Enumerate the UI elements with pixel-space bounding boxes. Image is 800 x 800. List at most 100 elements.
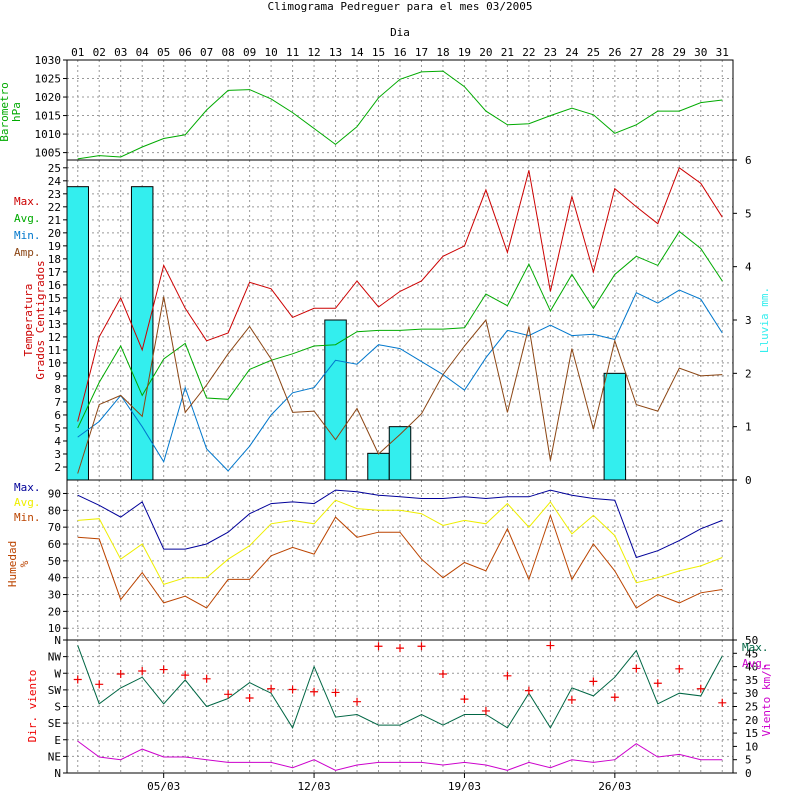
wind-direction-tick-label: NE (48, 750, 61, 763)
y-tick-label: 24 (48, 175, 62, 188)
y-tick-label: 17 (48, 266, 61, 279)
x-tick-label: 25 (587, 46, 600, 59)
pressure-line (77, 70, 723, 160)
max-temp-line (77, 167, 723, 422)
wind-direction-marker (632, 664, 641, 673)
humidity-max-line (77, 489, 723, 559)
y2-tick-label: 4 (745, 261, 752, 274)
wind-direction-marker (438, 669, 447, 678)
wind-direction-marker (653, 679, 662, 688)
y-tick-label: 1005 (35, 147, 62, 160)
y-tick-label: 40 (48, 572, 61, 585)
wind-direction-marker (718, 698, 727, 707)
y2-tick-label: 0 (745, 767, 752, 780)
temp-legend-label: Min. (14, 229, 41, 242)
y-tick-label: 30 (48, 589, 61, 602)
wind-direction-marker (374, 642, 383, 651)
wind-direction-marker (73, 675, 82, 684)
y-tick-label: 20 (48, 605, 61, 618)
y2-tick-label: 40 (745, 661, 758, 674)
rain-bar (367, 452, 390, 481)
x-tick-label: 24 (565, 46, 579, 59)
y-tick-label: 25 (48, 162, 61, 175)
x-tick-label: 20 (479, 46, 492, 59)
y-tick-label: 11 (48, 344, 61, 357)
x-tick-label: 02 (93, 46, 106, 59)
humidity-legend-label: Avg. (14, 496, 41, 509)
y-tick-label: 3 (54, 448, 61, 461)
x-tick-label: 07 (200, 46, 213, 59)
x-tick-label: 03 (114, 46, 127, 59)
wind-direction-tick-label: W (54, 667, 61, 680)
x-tick-label: 08 (222, 46, 235, 59)
x-tick-label: 09 (243, 46, 256, 59)
x-tick-label: 17 (415, 46, 428, 59)
y-tick-label: 6 (54, 409, 61, 422)
y-tick-label: 1025 (35, 73, 62, 86)
y-tick-label: 70 (48, 521, 61, 534)
wind-direction-tick-label: NW (48, 651, 62, 664)
y-tick-label: 12 (48, 331, 61, 344)
wind-direction-marker (331, 688, 340, 697)
date-tick-label: 05/03 (147, 780, 180, 793)
x-tick-label: 13 (329, 46, 342, 59)
wind-direction-marker (503, 671, 512, 680)
wind-direction-marker (696, 684, 705, 693)
wind-direction-marker (245, 694, 254, 703)
date-tick-label: 19/03 (448, 780, 481, 793)
y2-tick-label: 1 (745, 421, 752, 434)
rain-bar (603, 372, 627, 481)
wind-direction-tick-label: S (54, 701, 61, 714)
wind-direction-marker (567, 695, 576, 704)
rain-bar (324, 319, 347, 481)
y-tick-label: 60 (48, 538, 61, 551)
y-tick-label: 50 (48, 555, 61, 568)
x-tick-label: 16 (393, 46, 406, 59)
wind-direction-tick-label: N (54, 634, 61, 647)
y-tick-label: 8 (54, 383, 61, 396)
y-tick-label: 10 (48, 357, 61, 370)
y2-tick-label: 3 (745, 314, 752, 327)
y-tick-label: 1030 (35, 54, 62, 67)
y-tick-label: 16 (48, 279, 61, 292)
wind-direction-marker (138, 667, 147, 676)
wind-direction-marker (610, 693, 619, 702)
wind-direction-marker (546, 641, 555, 650)
x-tick-label: 27 (630, 46, 643, 59)
wind-avg-line (77, 740, 723, 771)
wind-direction-marker (524, 686, 533, 695)
x-tick-label: 21 (501, 46, 514, 59)
pressure-axis-label: BarometrohPa (0, 82, 23, 142)
x-tick-label: 05 (157, 46, 170, 59)
x-tick-label: 29 (673, 46, 686, 59)
y-tick-label: 21 (48, 214, 61, 227)
y-tick-label: 1010 (35, 128, 62, 141)
y-tick-label: 4 (54, 435, 61, 448)
x-tick-label: 14 (350, 46, 364, 59)
y-tick-label: 19 (48, 240, 61, 253)
wind-direction-marker (224, 690, 233, 699)
humidity-axis-label: Humedad% (6, 541, 31, 587)
y-tick-label: 5 (54, 422, 61, 435)
x-tick-label: 01 (71, 46, 84, 59)
wind-legend-label: Max. (742, 641, 769, 654)
wind-direction-marker (95, 680, 104, 689)
y2-tick-label: 6 (745, 154, 752, 167)
x-tick-label: 23 (544, 46, 557, 59)
y-tick-label: 1020 (35, 91, 62, 104)
x-tick-label: 11 (286, 46, 299, 59)
x-tick-label: 18 (436, 46, 449, 59)
y-tick-label: 14 (48, 305, 62, 318)
chart-title: Climograma Pedreguer para el mes 03/2005 (268, 0, 533, 13)
rain-bar (66, 186, 89, 481)
x-tick-label: 04 (136, 46, 150, 59)
y2-tick-label: 20 (745, 714, 758, 727)
y2-tick-label: 30 (745, 687, 758, 700)
y-tick-label: 2 (54, 461, 61, 474)
humidity-min-line (77, 513, 723, 609)
date-tick-label: 26/03 (598, 780, 631, 793)
wind-direction-marker (288, 685, 297, 694)
x-tick-label: 22 (522, 46, 535, 59)
day-axis-label: Dia (390, 26, 410, 39)
humidity-legend-label: Max. (14, 481, 41, 494)
